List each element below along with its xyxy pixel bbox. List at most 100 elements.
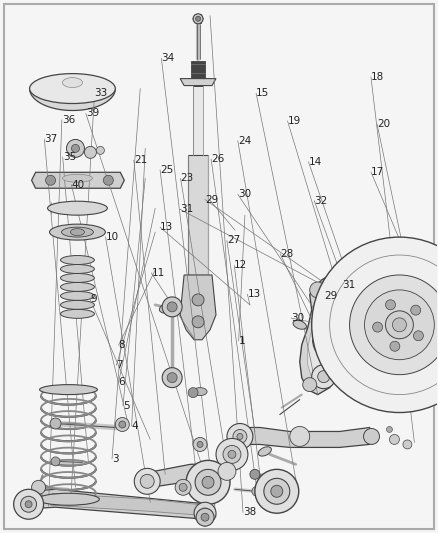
Circle shape	[364, 290, 434, 360]
Circle shape	[250, 470, 260, 479]
Circle shape	[115, 417, 129, 432]
Text: 32: 32	[314, 196, 328, 206]
Circle shape	[360, 314, 396, 350]
Circle shape	[197, 441, 203, 447]
Ellipse shape	[193, 387, 207, 395]
Text: 10: 10	[106, 232, 119, 242]
Circle shape	[312, 365, 336, 389]
Text: 30: 30	[238, 189, 251, 199]
Bar	[191, 61, 205, 78]
Text: 26: 26	[211, 154, 224, 164]
Text: 20: 20	[377, 119, 390, 129]
Circle shape	[196, 508, 214, 526]
Circle shape	[162, 368, 182, 387]
Circle shape	[385, 300, 396, 310]
Circle shape	[175, 479, 191, 495]
Circle shape	[227, 424, 253, 449]
Circle shape	[192, 316, 204, 328]
Circle shape	[389, 434, 399, 445]
Circle shape	[32, 480, 46, 494]
Circle shape	[318, 370, 330, 383]
Circle shape	[367, 322, 388, 342]
Circle shape	[186, 461, 230, 504]
Circle shape	[96, 147, 104, 155]
Polygon shape	[228, 427, 374, 447]
Text: 28: 28	[280, 249, 293, 259]
Circle shape	[412, 340, 419, 346]
Bar	[193, 86, 203, 155]
Text: 33: 33	[95, 88, 108, 98]
Circle shape	[14, 489, 43, 519]
Circle shape	[385, 311, 413, 339]
Circle shape	[134, 469, 160, 494]
Text: 25: 25	[160, 165, 173, 175]
Circle shape	[223, 446, 241, 463]
Circle shape	[312, 237, 438, 413]
Circle shape	[103, 175, 113, 185]
Ellipse shape	[63, 174, 92, 182]
Text: 35: 35	[63, 152, 76, 162]
Circle shape	[50, 418, 61, 429]
Polygon shape	[180, 78, 216, 86]
Circle shape	[303, 378, 317, 392]
Circle shape	[188, 387, 198, 398]
Ellipse shape	[61, 227, 93, 237]
Polygon shape	[21, 489, 210, 519]
Circle shape	[202, 477, 214, 488]
Circle shape	[413, 331, 424, 341]
Text: 1: 1	[239, 336, 245, 346]
Circle shape	[392, 318, 406, 332]
Polygon shape	[32, 172, 124, 188]
Polygon shape	[138, 462, 235, 489]
Text: 40: 40	[71, 180, 85, 190]
Circle shape	[403, 440, 412, 449]
Circle shape	[237, 433, 243, 439]
Circle shape	[255, 470, 299, 513]
Ellipse shape	[60, 309, 95, 318]
Circle shape	[218, 462, 236, 480]
Circle shape	[194, 502, 216, 524]
Circle shape	[228, 450, 236, 458]
Text: 4: 4	[132, 421, 138, 431]
Polygon shape	[308, 283, 355, 384]
Text: 38: 38	[243, 507, 256, 518]
Circle shape	[193, 438, 207, 451]
Circle shape	[67, 140, 85, 157]
Text: 8: 8	[119, 340, 125, 350]
Ellipse shape	[293, 320, 307, 329]
Ellipse shape	[60, 264, 95, 273]
Ellipse shape	[60, 282, 95, 292]
Ellipse shape	[60, 292, 95, 301]
Circle shape	[357, 368, 371, 382]
Ellipse shape	[38, 493, 99, 505]
Circle shape	[46, 175, 56, 185]
Ellipse shape	[71, 229, 85, 236]
Bar	[188, 155, 208, 275]
Ellipse shape	[60, 301, 95, 309]
Circle shape	[21, 496, 37, 512]
Polygon shape	[300, 270, 361, 394]
FancyBboxPatch shape	[4, 4, 434, 529]
Circle shape	[290, 426, 310, 447]
Circle shape	[310, 282, 326, 298]
Polygon shape	[50, 493, 205, 515]
Text: 5: 5	[123, 401, 130, 411]
Circle shape	[200, 508, 210, 518]
Circle shape	[411, 305, 421, 315]
Circle shape	[140, 474, 154, 488]
Circle shape	[350, 275, 438, 375]
Text: 21: 21	[134, 155, 147, 165]
Text: 7: 7	[117, 360, 123, 370]
Text: 15: 15	[256, 88, 269, 98]
Circle shape	[233, 430, 247, 443]
Circle shape	[390, 341, 400, 351]
Circle shape	[252, 486, 262, 496]
Circle shape	[386, 426, 392, 432]
Text: 24: 24	[238, 135, 251, 146]
Text: 39: 39	[86, 109, 99, 118]
Circle shape	[25, 501, 32, 508]
Text: 30: 30	[291, 313, 304, 323]
Circle shape	[195, 470, 221, 495]
Text: 31: 31	[180, 204, 193, 214]
Circle shape	[85, 147, 96, 158]
